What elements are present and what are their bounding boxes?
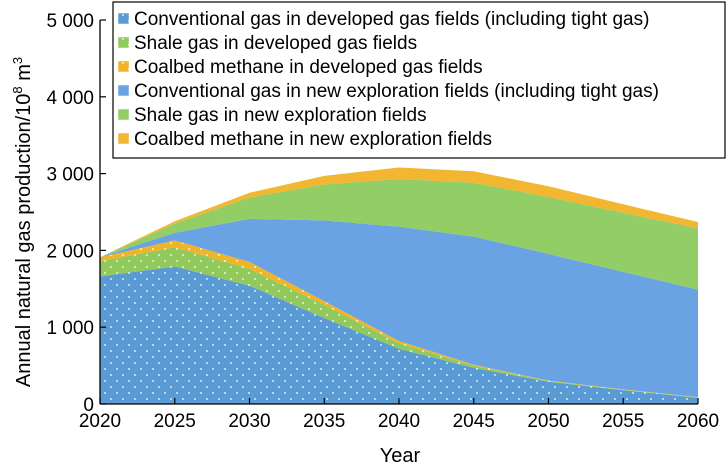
y-tick-label: 3 000 [46, 165, 94, 186]
legend-swatch [117, 84, 130, 97]
legend-swatch [117, 36, 130, 49]
x-tick-label: 2045 [453, 411, 495, 432]
legend-swatch [117, 132, 130, 145]
y-axis-title: Annual natural gas production/108 m3 [10, 57, 35, 387]
y-tick-label: 5 000 [46, 11, 94, 32]
x-tick-label: 2025 [154, 411, 196, 432]
y-tick-label: 1 000 [46, 318, 94, 339]
area-series-6 [100, 167, 698, 258]
x-tick-label: 2060 [677, 411, 719, 432]
legend-label: Shale gas in developed gas fields [134, 33, 417, 54]
legend-box [112, 1, 726, 159]
x-tick-label: 2055 [602, 411, 644, 432]
area-series-1 [100, 266, 698, 404]
y-axis-title-main: Annual natural gas production/10 [13, 94, 35, 388]
legend-label: Conventional gas in new exploration fiel… [134, 81, 659, 102]
x-tick-label: 2035 [303, 411, 345, 432]
x-tick-label: 2040 [378, 411, 420, 432]
y-axis-title-exponent: 8 [10, 86, 25, 93]
x-tick-label: 2050 [527, 411, 569, 432]
area-series-2 [100, 247, 698, 398]
legend-label: Coalbed methane in developed gas fields [134, 57, 483, 78]
legend-label: Coalbed methane in new exploration field… [134, 129, 492, 150]
x-tick-label: 2020 [79, 411, 121, 432]
legend-label: Shale gas in new exploration fields [134, 105, 427, 126]
y-axis-title-unit-exponent: 3 [10, 57, 25, 64]
legend: Conventional gas in developed gas fields… [112, 1, 726, 159]
axes: 0 1 000 2 000 3 000 4 000 5 000 2020 2025 2030 20… [46, 11, 719, 432]
series-areas [100, 167, 698, 404]
y-tick-label: 0 [83, 395, 94, 416]
x-axis-title: Year [380, 445, 421, 467]
legend-swatch [117, 12, 130, 25]
legend-swatch [117, 60, 130, 73]
y-tick-label: 4 000 [46, 88, 94, 109]
y-axis-title-unit: m [13, 64, 35, 86]
x-tick-label: 2030 [228, 411, 270, 432]
area-series-4 [100, 218, 698, 398]
area-series-5 [100, 179, 698, 290]
y-tick-label: 2 000 [46, 241, 94, 262]
legend-label: Conventional gas in developed gas fields… [134, 9, 649, 30]
legend-swatch [117, 108, 130, 121]
